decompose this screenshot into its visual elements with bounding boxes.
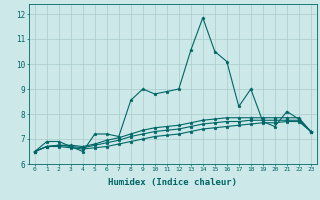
X-axis label: Humidex (Indice chaleur): Humidex (Indice chaleur) (108, 178, 237, 187)
